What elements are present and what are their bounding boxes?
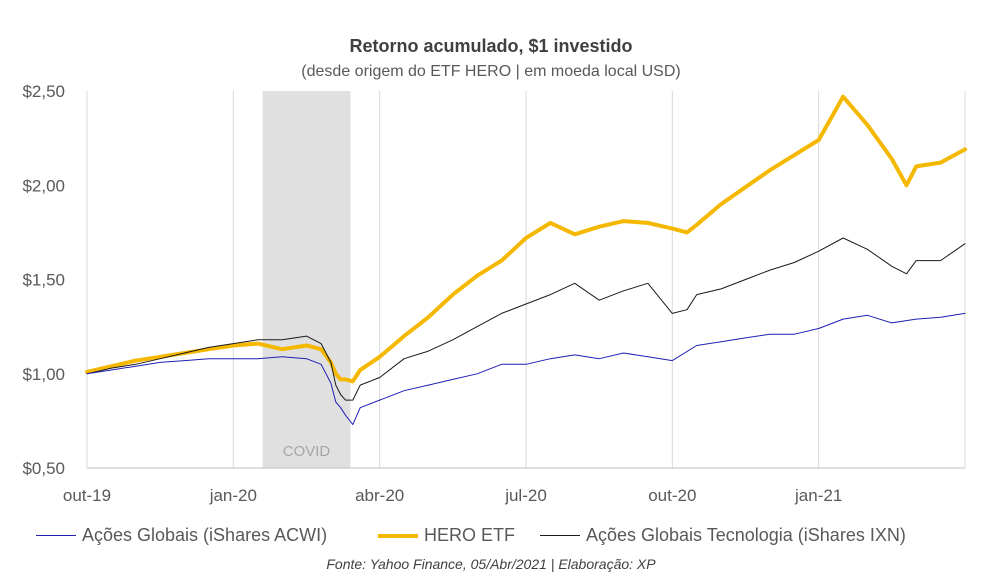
legend-label-acwi: Ações Globais (iShares ACWI) (82, 525, 328, 545)
chart-source-note: Fonte: Yahoo Finance, 05/Abr/2021 | Elab… (326, 556, 656, 572)
x-tick-label: jan-20 (209, 486, 257, 505)
legend-item-acwi: Ações Globais (iShares ACWI) (36, 525, 327, 546)
legend-item-ixn: Ações Globais Tecnologia (iShares IXN) (540, 525, 906, 546)
series-line-acwi (86, 312, 966, 426)
x-tick-label: out-20 (648, 486, 696, 505)
y-tick-label: $1,00 (22, 365, 65, 384)
legend-item-hero: HERO ETF (378, 525, 515, 546)
y-tick-label: $2,00 (22, 176, 65, 195)
x-tick-label: jan-21 (794, 486, 842, 505)
legend-label-hero: HERO ETF (424, 525, 516, 545)
series-line-ixn (86, 237, 966, 401)
x-tick-label: out-19 (63, 486, 111, 505)
legend-swatch-hero (378, 533, 418, 538)
legend-label-ixn: Ações Globais Tecnologia (iShares IXN) (586, 525, 906, 545)
legend-swatch-ixn (540, 535, 580, 536)
chart-subtitle: (desde origem do ETF HERO | em moeda loc… (301, 63, 681, 80)
covid-shaded-region (262, 91, 351, 468)
series-line-hero (85, 94, 967, 384)
x-tick-label: jul-20 (504, 486, 547, 505)
y-tick-label: $1,50 (22, 271, 65, 290)
covid-label: COVID (283, 443, 331, 460)
legend-swatch-acwi (36, 535, 76, 536)
chart-legend: Ações Globais (iShares ACWI) HERO ETF Aç… (0, 525, 982, 551)
chart-title: Retorno acumulado, $1 investido (349, 36, 633, 56)
x-tick-label: abr-20 (355, 486, 404, 505)
line-chart: COVID $0,50 $1,00 $1,50 $2,00 $2,50 out-19 jan-… (22, 82, 967, 505)
y-tick-label: $0,50 (22, 459, 65, 478)
y-tick-label: $2,50 (22, 82, 65, 101)
